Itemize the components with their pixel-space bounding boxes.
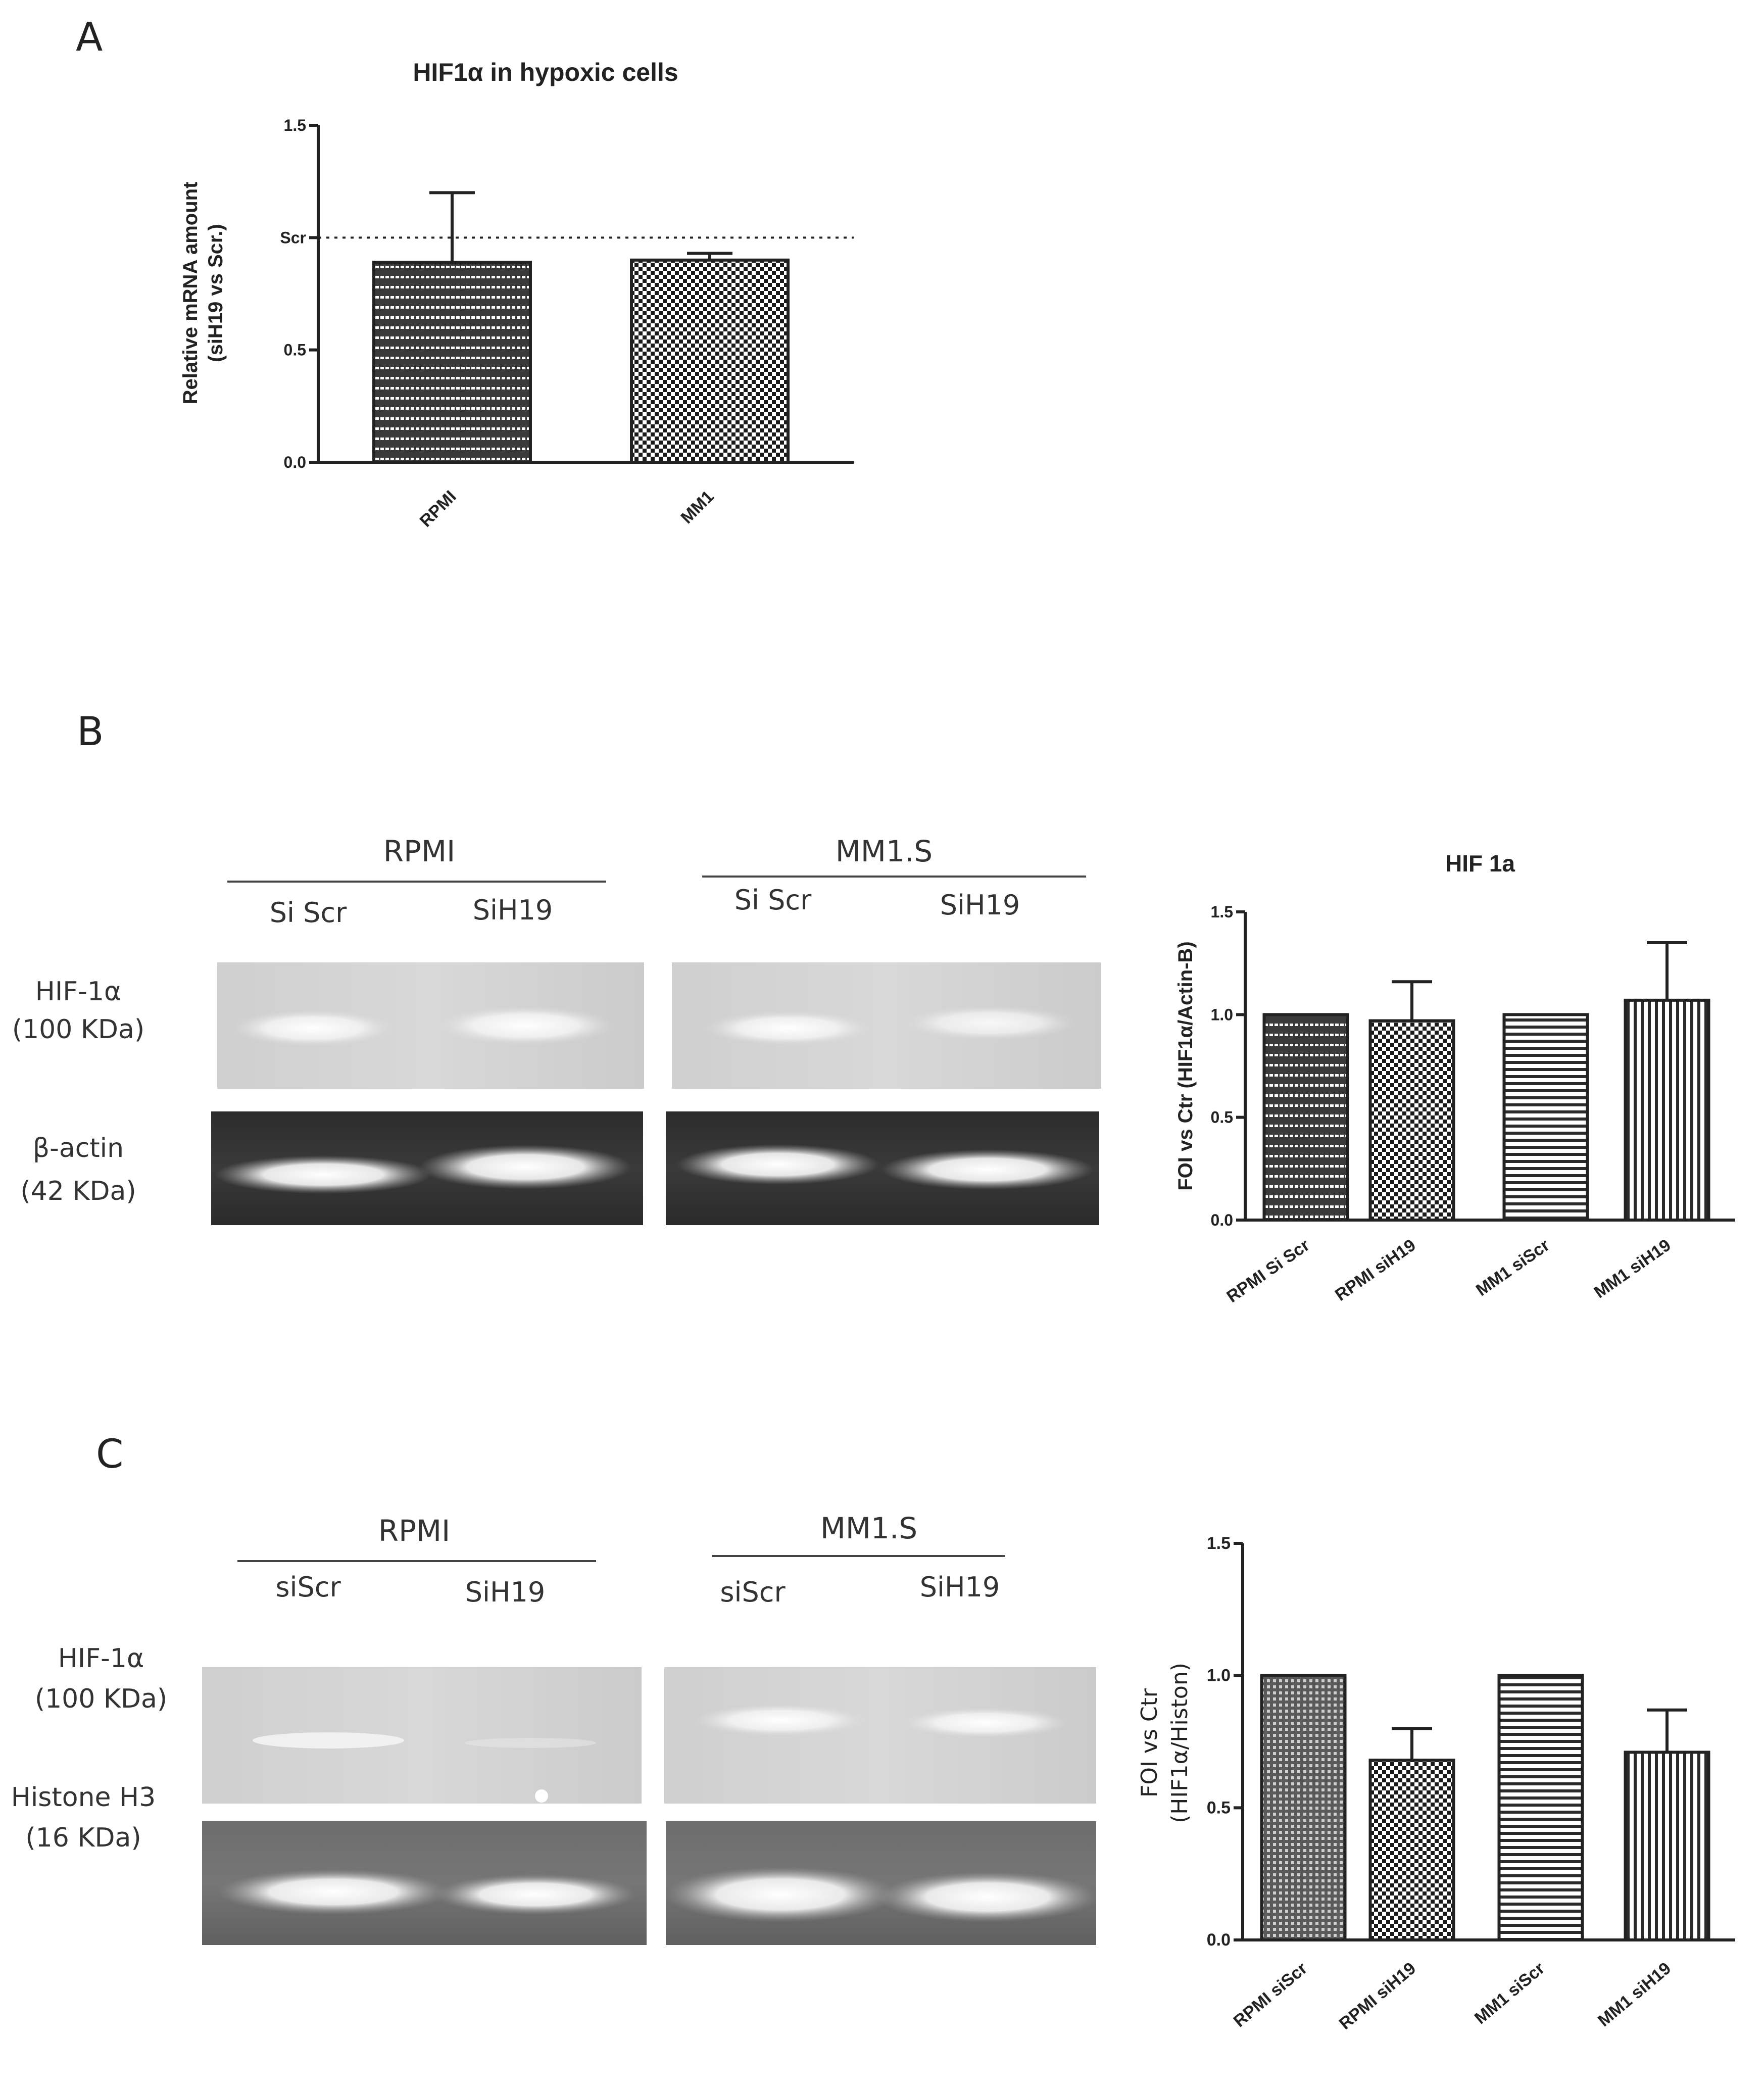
y-tick-label: Scr xyxy=(280,228,306,247)
chart-c: FOI vs Ctr (HIF1α/Histon) 0.0 0.5 1.0 1.5 RP… xyxy=(1137,1534,1735,2033)
bar xyxy=(1624,998,1710,1222)
chart-c-categories: RPMI siScr RPMI siH19 MM1 siScr MM1 siH19 xyxy=(1230,1959,1675,2033)
blot-c-group-rpmi: RPMI xyxy=(378,1514,450,1548)
blot-b-row-1-size: (100 KDa) xyxy=(12,1014,144,1045)
blot-c-row-2-size: (16 KDa) xyxy=(25,1823,141,1853)
chart-a-categories: RPMI MM1 xyxy=(416,487,718,531)
blot-b-band-actin-3 xyxy=(677,1144,879,1185)
blot-b-group-mm1s: MM1.S xyxy=(836,834,933,868)
y-tick-label: 1.5 xyxy=(284,116,306,134)
bar xyxy=(1368,1759,1455,1941)
blot-b-lane-3: Si Scr xyxy=(734,884,812,916)
blot-c-band-hif-2 xyxy=(465,1738,596,1748)
bar xyxy=(1262,1013,1349,1222)
blot-c-lane-2: SiH19 xyxy=(465,1576,546,1608)
chart-c-ticks: 0.0 0.5 1.0 1.5 xyxy=(1207,1534,1243,1950)
chart-a: HIF1α in hypoxic cells Relative mRNA amo… xyxy=(179,58,854,531)
blot-b-lane-1: Si Scr xyxy=(270,897,347,929)
chart-b-ylabel: FOI vs Ctr (HIF1α/Actin-B) xyxy=(1174,941,1197,1191)
chart-c-bars xyxy=(1260,1674,1710,1942)
blot-c-band-histone-2 xyxy=(434,1874,636,1915)
blot-c-lane-4: SiH19 xyxy=(920,1571,1000,1603)
blot-b-row-2-name: β-actin xyxy=(33,1133,124,1163)
blot-c: RPMI MM1.S siScr SiH19 siScr SiH19 HIF-1… xyxy=(11,1511,1099,1945)
category-label: MM1 siH19 xyxy=(1594,1959,1675,2030)
panel-letter-b: B xyxy=(77,709,104,755)
chart-a-title: HIF1α in hypoxic cells xyxy=(413,58,678,86)
chart-a-bars xyxy=(372,191,790,464)
blot-b-band-hif-4 xyxy=(904,1006,1076,1040)
y-tick-label: 0.5 xyxy=(1207,1798,1231,1817)
y-axis-label-line: FOI vs Ctr (HIF1α/Actin-B) xyxy=(1174,941,1197,1191)
blot-b-lane-2: SiH19 xyxy=(473,894,553,926)
category-label: RPMI siScr xyxy=(1230,1959,1311,2031)
chart-b: HIF 1a FOI vs Ctr (HIF1α/Actin-B) 0.0 0.5… xyxy=(1174,850,1735,1306)
blot-b-row-1-name: HIF-1α xyxy=(35,977,121,1007)
blot-c-band-histone-1 xyxy=(217,1869,450,1915)
blot-c-band-hif-1 xyxy=(253,1732,404,1748)
blot-c-strip-hif-rpmi xyxy=(202,1667,642,1804)
y-tick-label: 1.5 xyxy=(1211,903,1233,921)
y-tick-label: 0.5 xyxy=(284,341,306,359)
category-label: RPMI xyxy=(416,487,460,531)
chart-b-title: HIF 1a xyxy=(1445,850,1515,877)
chart-a-ticks: 0.0 0.5 Scr 1.5 xyxy=(280,116,318,471)
bar xyxy=(372,261,532,464)
blot-c-lane-3: siScr xyxy=(720,1576,786,1608)
chart-b-categories: RPMI Si Scr RPMI siH19 MM1 siScr MM1 siH19 xyxy=(1223,1235,1674,1306)
blot-c-row-1-size: (100 KDa) xyxy=(35,1684,167,1714)
chart-a-ylabel: Relative mRNA amount (siH19 vs Scr.) xyxy=(179,182,227,405)
chart-b-ticks: 0.0 0.5 1.0 1.5 xyxy=(1211,903,1245,1229)
y-axis-label-line: FOI vs Ctr xyxy=(1137,1688,1162,1797)
blot-b-row-2-size: (42 KDa) xyxy=(20,1176,136,1206)
blot-b: RPMI MM1.S Si Scr SiH19 Si Scr SiH19 HIF… xyxy=(12,834,1101,1225)
blot-b-band-hif-2 xyxy=(437,1006,614,1045)
blot-b-band-actin-2 xyxy=(419,1145,631,1189)
blot-c-group-mm1s: MM1.S xyxy=(820,1511,917,1545)
panel-letter-c: C xyxy=(96,1432,123,1477)
blot-c-band-histone-3 xyxy=(664,1867,897,1922)
bar xyxy=(1502,1013,1589,1222)
category-label: RPMI siH19 xyxy=(1336,1959,1419,2033)
blot-c-row-1-name: HIF-1α xyxy=(58,1643,144,1674)
bar xyxy=(1624,1751,1710,1942)
blot-b-lane-4: SiH19 xyxy=(940,889,1020,921)
y-tick-label: 1.0 xyxy=(1211,1005,1233,1024)
bar xyxy=(1497,1674,1584,1942)
y-tick-label: 0.0 xyxy=(1211,1211,1233,1229)
y-axis-label-line: Relative mRNA amount xyxy=(179,182,202,405)
y-tick-label: 1.0 xyxy=(1207,1666,1231,1685)
blot-b-band-hif-3 xyxy=(705,1011,871,1045)
chart-c-ylabel: FOI vs Ctr (HIF1α/Histon) xyxy=(1137,1663,1193,1823)
category-label: MM1 siH19 xyxy=(1591,1235,1675,1302)
y-tick-label: 0.0 xyxy=(1207,1930,1231,1950)
y-tick-label: 0.5 xyxy=(1211,1108,1233,1127)
panel-letter-a: A xyxy=(76,15,103,60)
y-tick-label: 0.0 xyxy=(284,453,306,471)
bar xyxy=(630,258,790,464)
category-label: RPMI Si Scr xyxy=(1223,1235,1313,1306)
y-axis-label-line: (siH19 vs Scr.) xyxy=(205,224,227,362)
blot-c-band-hif-3 xyxy=(695,1704,866,1736)
y-tick-label: 1.5 xyxy=(1207,1534,1231,1553)
blot-c-band-hif-4 xyxy=(902,1708,1068,1738)
y-axis-label-line: (HIF1α/Histon) xyxy=(1167,1663,1193,1823)
blot-c-row-2-name: Histone H3 xyxy=(11,1782,156,1813)
bar xyxy=(1368,1019,1455,1222)
blot-c-lane-1: siScr xyxy=(275,1571,341,1603)
blot-b-band-actin-4 xyxy=(881,1149,1094,1190)
blot-c-band-histone-4 xyxy=(876,1872,1099,1922)
blot-b-band-actin-1 xyxy=(215,1155,432,1194)
category-label: MM1 siScr xyxy=(1473,1235,1553,1300)
blot-b-group-rpmi: RPMI xyxy=(383,834,455,868)
blot-c-strip-hif-mm1s xyxy=(664,1667,1096,1804)
category-label: MM1 xyxy=(677,487,717,527)
bar xyxy=(1260,1674,1347,1942)
chart-b-bars xyxy=(1262,941,1710,1222)
category-label: MM1 siScr xyxy=(1471,1959,1548,2028)
category-label: RPMI siH19 xyxy=(1332,1235,1419,1304)
blot-b-band-hif-1 xyxy=(232,1010,394,1046)
blot-c-speck xyxy=(535,1789,548,1803)
